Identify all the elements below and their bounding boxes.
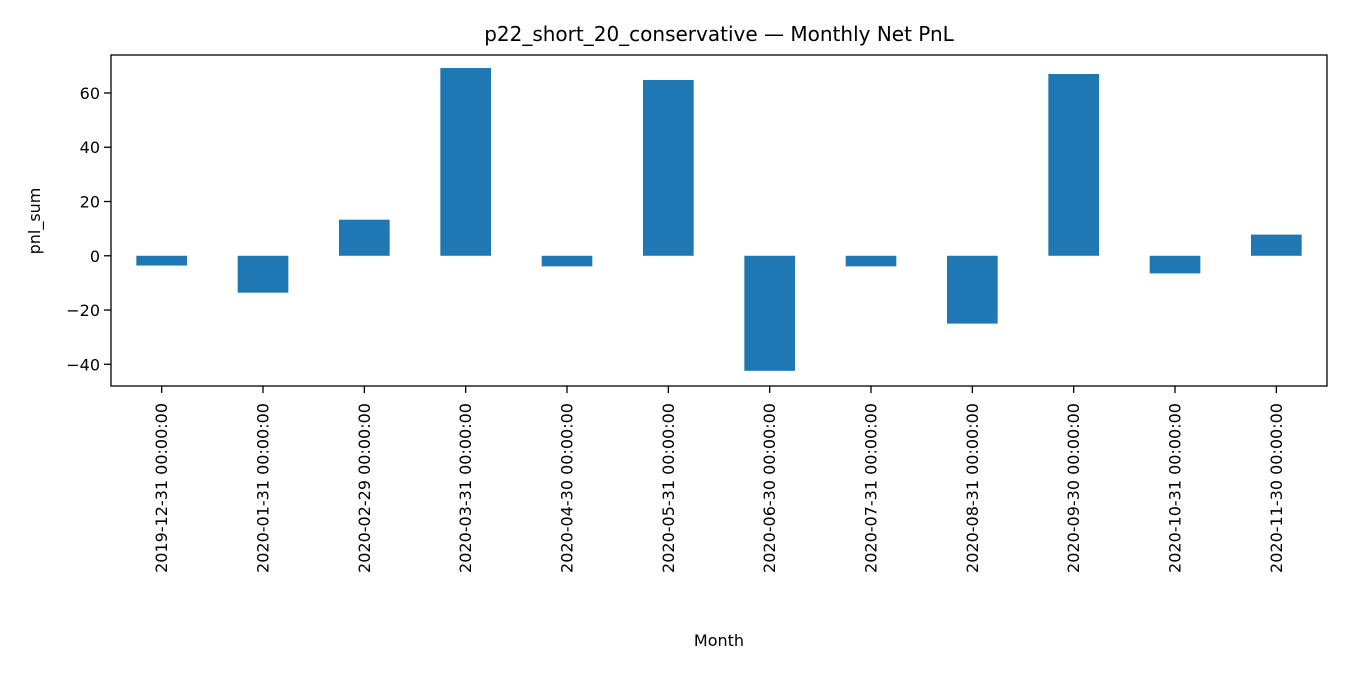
y-tick-label: −40: [66, 355, 100, 374]
y-axis-title: pnl_sum: [25, 188, 45, 255]
bar-4: [440, 68, 491, 256]
y-tick-label: 40: [80, 138, 100, 157]
bar-2: [237, 255, 289, 293]
x-tick-label: 2020-07-31 00:00:00: [862, 403, 881, 573]
bar-3: [339, 219, 390, 256]
bar-9: [947, 255, 998, 324]
x-axis-title: Month: [694, 631, 744, 650]
x-tick-label: 2020-03-31 00:00:00: [456, 403, 475, 573]
plot-frame: [110, 54, 1328, 387]
x-tick-label: 2020-01-31 00:00:00: [254, 403, 273, 573]
x-tick-label: 2020-06-30 00:00:00: [760, 403, 779, 573]
bar-7: [744, 255, 795, 371]
x-axis: 2019-12-31 00:00:00 2020-01-31 00:00:00 20…: [152, 386, 1286, 573]
bar-5: [541, 255, 593, 267]
bar-10: [1048, 73, 1099, 256]
bar-11: [1149, 255, 1201, 274]
bar-12: [1251, 234, 1302, 256]
x-tick-label: 2020-08-31 00:00:00: [963, 403, 982, 573]
bar-6: [643, 79, 694, 256]
x-tick-label: 2020-09-30 00:00:00: [1064, 403, 1083, 573]
bar-1: [136, 255, 187, 266]
y-tick-label: 20: [80, 193, 100, 212]
bar-8: [845, 255, 897, 267]
x-tick-label: 2020-05-31 00:00:00: [659, 403, 678, 573]
x-tick-label: 2020-02-29 00:00:00: [355, 403, 374, 573]
y-tick-label: 0: [90, 247, 100, 266]
y-tick-label: −20: [66, 301, 100, 320]
bars-group: [136, 68, 1302, 371]
y-axis: −40 −20 0 20 40 60: [66, 84, 111, 374]
x-tick-label: 2020-10-31 00:00:00: [1166, 403, 1185, 573]
y-tick-label: 60: [80, 84, 100, 103]
x-tick-label: 2019-12-31 00:00:00: [152, 403, 171, 573]
x-tick-label: 2020-04-30 00:00:00: [558, 403, 577, 573]
x-tick-label: 2020-11-30 00:00:00: [1267, 403, 1286, 573]
chart-title: p22_short_20_conservative — Monthly Net …: [484, 22, 954, 46]
